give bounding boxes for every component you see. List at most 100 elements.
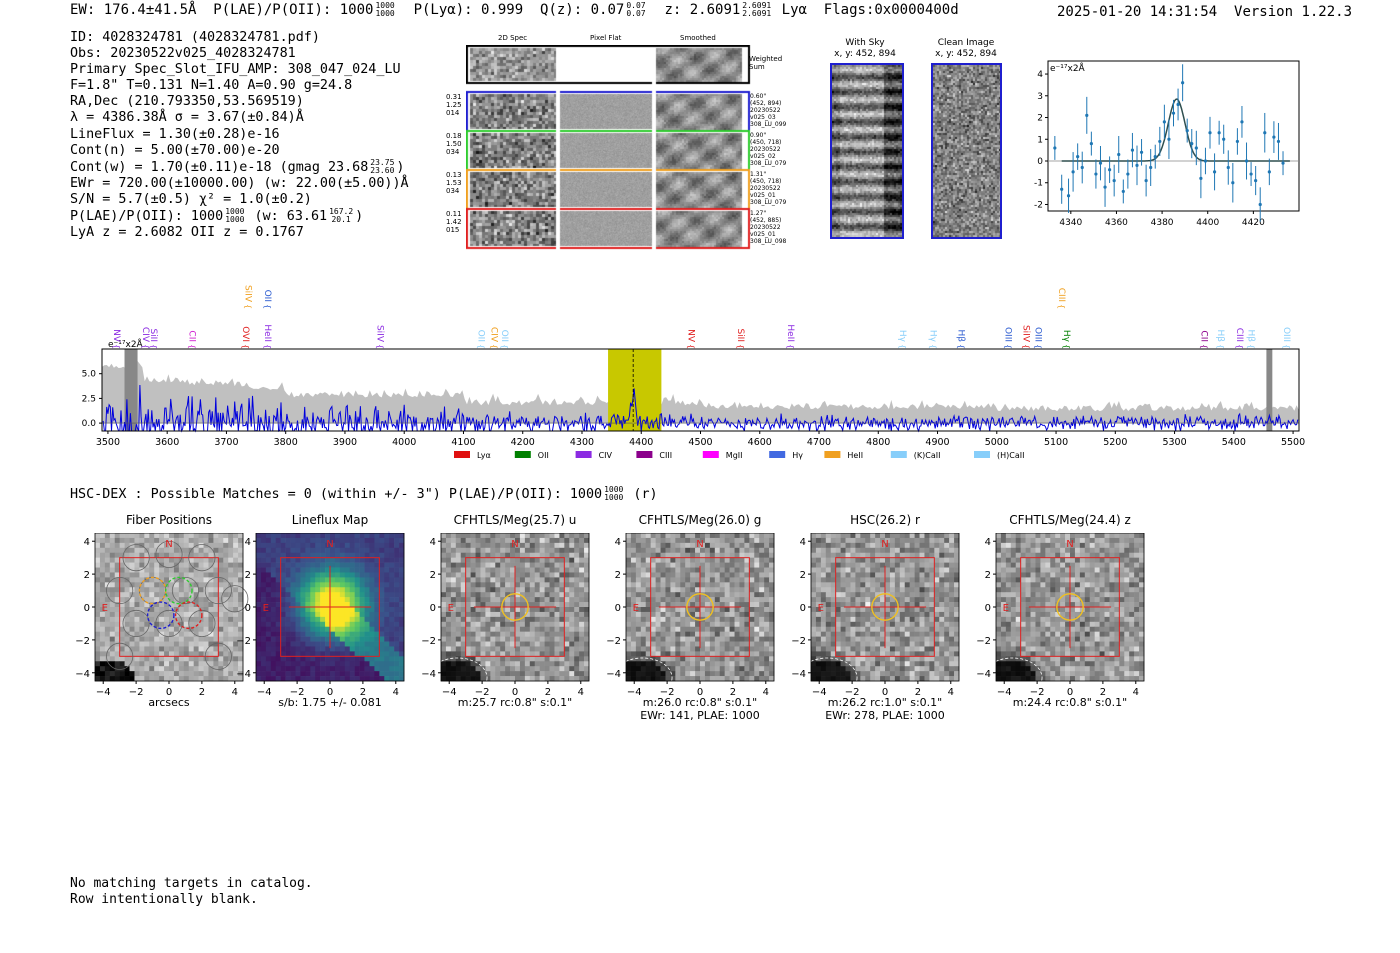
cutout-pixel [655, 592, 661, 598]
cutout-pixel [364, 533, 370, 539]
cutout-pixel [465, 607, 471, 613]
cutout-pixel [320, 646, 326, 652]
cutout-pixel [539, 641, 545, 647]
cutout-pixel [359, 587, 365, 593]
cutout-pixel [850, 641, 856, 647]
cutout-pixel [330, 656, 336, 662]
zoom-data-point [1153, 155, 1157, 159]
cutout-pixel [455, 636, 462, 642]
cutout-pixel [880, 577, 886, 583]
cutout-pixel [635, 631, 642, 637]
cutout-pixel [315, 533, 321, 539]
cutout-pixel [764, 607, 770, 613]
zoom-data-point [1181, 81, 1185, 85]
cutout-pixel [724, 537, 730, 544]
cutout-pixel [515, 577, 521, 583]
cutout-pixel [114, 626, 120, 632]
cutout-pixel [460, 562, 466, 568]
cutout-pixel [635, 641, 642, 647]
cutout-pixel [885, 562, 891, 568]
cutout-pixel [339, 651, 346, 657]
cutout-pixel [490, 562, 496, 568]
cutout-pixel [164, 676, 170, 682]
fiber-circle [204, 577, 232, 605]
legend-swatch [974, 451, 990, 458]
cutout-pixel [739, 552, 745, 558]
cutout-pixel [850, 572, 856, 578]
cutout-pixel [290, 602, 296, 608]
cutout-pixel [315, 567, 321, 573]
cutout-pixel [650, 562, 656, 568]
cutout-pixel [549, 607, 555, 613]
cutout-pixel [334, 547, 341, 554]
cutout-pixel [183, 542, 190, 549]
cutout-pixel [630, 676, 637, 682]
cutout-pixel [339, 666, 346, 672]
cutout-pixel [164, 552, 170, 558]
cutout-pixel [399, 533, 405, 539]
cutout-pixel [680, 621, 686, 628]
cutout-pixel [285, 552, 291, 558]
cutout-pixel [650, 607, 656, 613]
cutout-pixel [114, 607, 120, 613]
cutout-pixel [739, 602, 745, 608]
cutout-pixel [860, 611, 866, 618]
cutout-pixel [490, 651, 496, 657]
cutout-pixel [183, 631, 190, 637]
cutout-pixel [714, 626, 721, 632]
cutout-pixel [929, 597, 935, 603]
cutout-pixel [164, 626, 170, 632]
cutout-pixel [305, 666, 311, 672]
emission-line-label: OIII [1281, 327, 1291, 342]
cutout-pixel [470, 607, 476, 613]
cutout-pixel [954, 592, 960, 598]
cutout-pixel [899, 641, 906, 647]
cutout-pixel [109, 621, 116, 628]
cutout-pixel [719, 611, 725, 618]
cutout-pixel [233, 641, 239, 647]
cutout-pixel [914, 621, 920, 628]
cutout-pixel [510, 577, 516, 583]
cutout-pixel [480, 621, 486, 628]
cutout-pixel [709, 621, 716, 628]
cutout-pixel [569, 537, 575, 544]
fiber-circle [155, 609, 183, 637]
cutout-pixel [534, 621, 540, 628]
cutout-pixel [218, 666, 224, 672]
emission-line-label: HeII [785, 324, 795, 342]
cutout-pixel [744, 562, 750, 568]
cutout-pixel [729, 661, 735, 667]
cutout-pixel [729, 641, 735, 647]
cutout-pixel [330, 552, 336, 558]
cutout-pixel [95, 666, 101, 672]
cutout-pixel [754, 611, 760, 618]
cutout-pixel [529, 572, 536, 578]
cutout-pixel [510, 607, 516, 613]
cutout-pixel [198, 577, 204, 583]
cutout-pixel [441, 671, 447, 677]
cutout-pixel [690, 602, 696, 608]
cutout-pixel [815, 557, 822, 563]
cutout-pixel [675, 597, 681, 603]
cutout-pixel [519, 572, 526, 578]
cutout-pixel [490, 646, 496, 652]
cutout-pixel [840, 641, 846, 647]
cutout-pixel [295, 542, 301, 549]
cutout-pixel [154, 621, 160, 628]
cutout-pixel [675, 537, 681, 544]
cutout-pixel [114, 611, 120, 618]
cutout-pixel [524, 661, 531, 667]
cutout-pixel [95, 597, 101, 603]
emission-line-bracket: { [928, 344, 937, 349]
cutout-pixel [815, 552, 822, 558]
cutout-pixel [445, 577, 452, 583]
cutout-pixel [295, 572, 301, 578]
cutout-pixel [334, 671, 341, 677]
cutout-pixel [769, 611, 775, 618]
cutout-pixel [645, 611, 651, 618]
cutout-pixel [700, 562, 706, 568]
cutout-pixel [134, 611, 140, 618]
cutout-pixel [260, 533, 267, 539]
cutout-pixel [450, 577, 457, 583]
zoom-data-point [1126, 172, 1130, 176]
